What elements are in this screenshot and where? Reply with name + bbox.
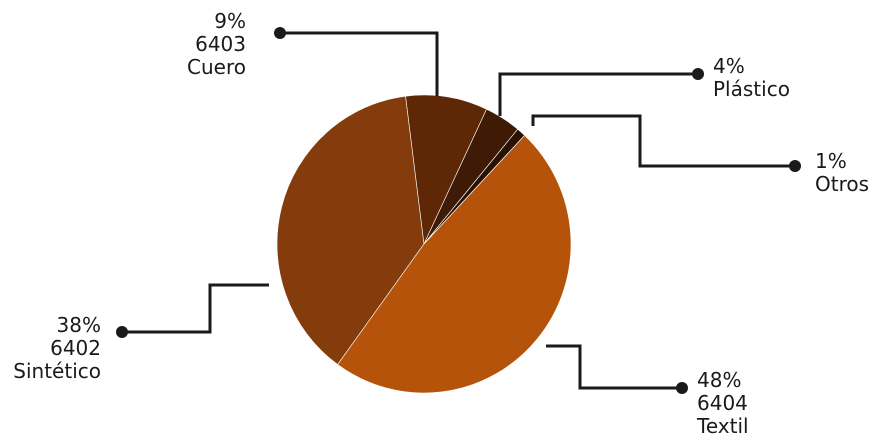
- label-sintetico: 38% 6402 Sintético: [0, 314, 101, 383]
- leader-dot-cuero: [274, 27, 286, 39]
- label-sintetico-code: 6402: [50, 336, 101, 360]
- label-plastico-percent: 4%: [713, 54, 745, 78]
- label-sintetico-name: Sintético: [13, 359, 101, 383]
- label-textil: 48% 6404 Textil: [697, 369, 749, 438]
- label-sintetico-percent: 38%: [56, 313, 101, 337]
- label-textil-name: Textil: [697, 414, 749, 438]
- label-cuero-percent: 9%: [214, 9, 246, 33]
- pie-slices: [276, 94, 572, 394]
- label-otros-name: Otros: [815, 172, 870, 196]
- leader-dot-sintetico: [116, 326, 128, 338]
- leader-line-textil: [546, 344, 682, 390]
- label-textil-percent: 48%: [697, 368, 742, 392]
- label-cuero: 9% 6403 Cuero: [150, 10, 246, 79]
- label-plastico-name: Plástico: [713, 77, 790, 101]
- leader-dot-plastico: [692, 68, 704, 80]
- leader-line-cuero: [280, 31, 439, 96]
- leader-dot-textil: [676, 382, 688, 394]
- label-cuero-name: Cuero: [187, 55, 246, 79]
- label-textil-code: 6404: [697, 391, 748, 415]
- leader-line-sintetico: [122, 283, 269, 334]
- label-otros-percent: 1%: [815, 149, 847, 173]
- pie-slice-sintetico: [276, 95, 425, 365]
- pie-slice-textil: [337, 134, 572, 394]
- label-otros: 1% Otros: [815, 150, 869, 196]
- leader-lines: [116, 27, 801, 394]
- leader-line-otros: [531, 114, 795, 168]
- pie-slice-cuero: [405, 94, 487, 246]
- label-cuero-code: 6403: [195, 32, 246, 56]
- leader-dot-otros: [789, 160, 801, 172]
- leader-line-plastico: [498, 72, 698, 116]
- label-plastico: 4% Plástico: [713, 55, 790, 101]
